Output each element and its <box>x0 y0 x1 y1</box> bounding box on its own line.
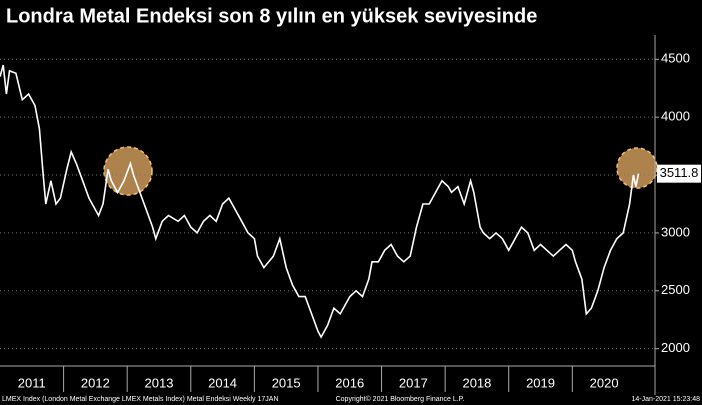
y-tick-label: 4500 <box>661 51 690 66</box>
x-tick-label: 2015 <box>272 375 301 390</box>
line-series <box>0 64 640 339</box>
x-tick-label: 2018 <box>462 375 491 390</box>
x-tick-label: 2020 <box>590 375 619 390</box>
x-tick-label: 2019 <box>526 375 555 390</box>
y-tick-label: 3000 <box>661 224 690 239</box>
footer-timestamp: 14-Jan-2021 15:23:48 <box>632 396 701 403</box>
y-tick-label: 2500 <box>661 282 690 297</box>
footer-copyright: Copyright© 2021 Bloomberg Finance L.P. <box>336 395 465 403</box>
footer-source: LMEX Index (London Metal Exchange LMEX M… <box>2 396 279 403</box>
x-tick-label: 2012 <box>81 375 110 390</box>
x-tick-label: 2016 <box>335 375 364 390</box>
y-tick-label: 4000 <box>661 109 690 124</box>
chart-title: Londra Metal Endeksi son 8 yılın en yüks… <box>6 5 537 27</box>
x-tick-label: 2017 <box>399 375 428 390</box>
last-value-label: 3511.8 <box>660 165 699 180</box>
x-tick-label: 2013 <box>145 375 174 390</box>
x-tick-label: 2014 <box>208 375 237 390</box>
x-tick-label: 2011 <box>18 375 46 390</box>
y-tick-label: 2000 <box>661 340 690 355</box>
last-value-box <box>657 164 701 183</box>
